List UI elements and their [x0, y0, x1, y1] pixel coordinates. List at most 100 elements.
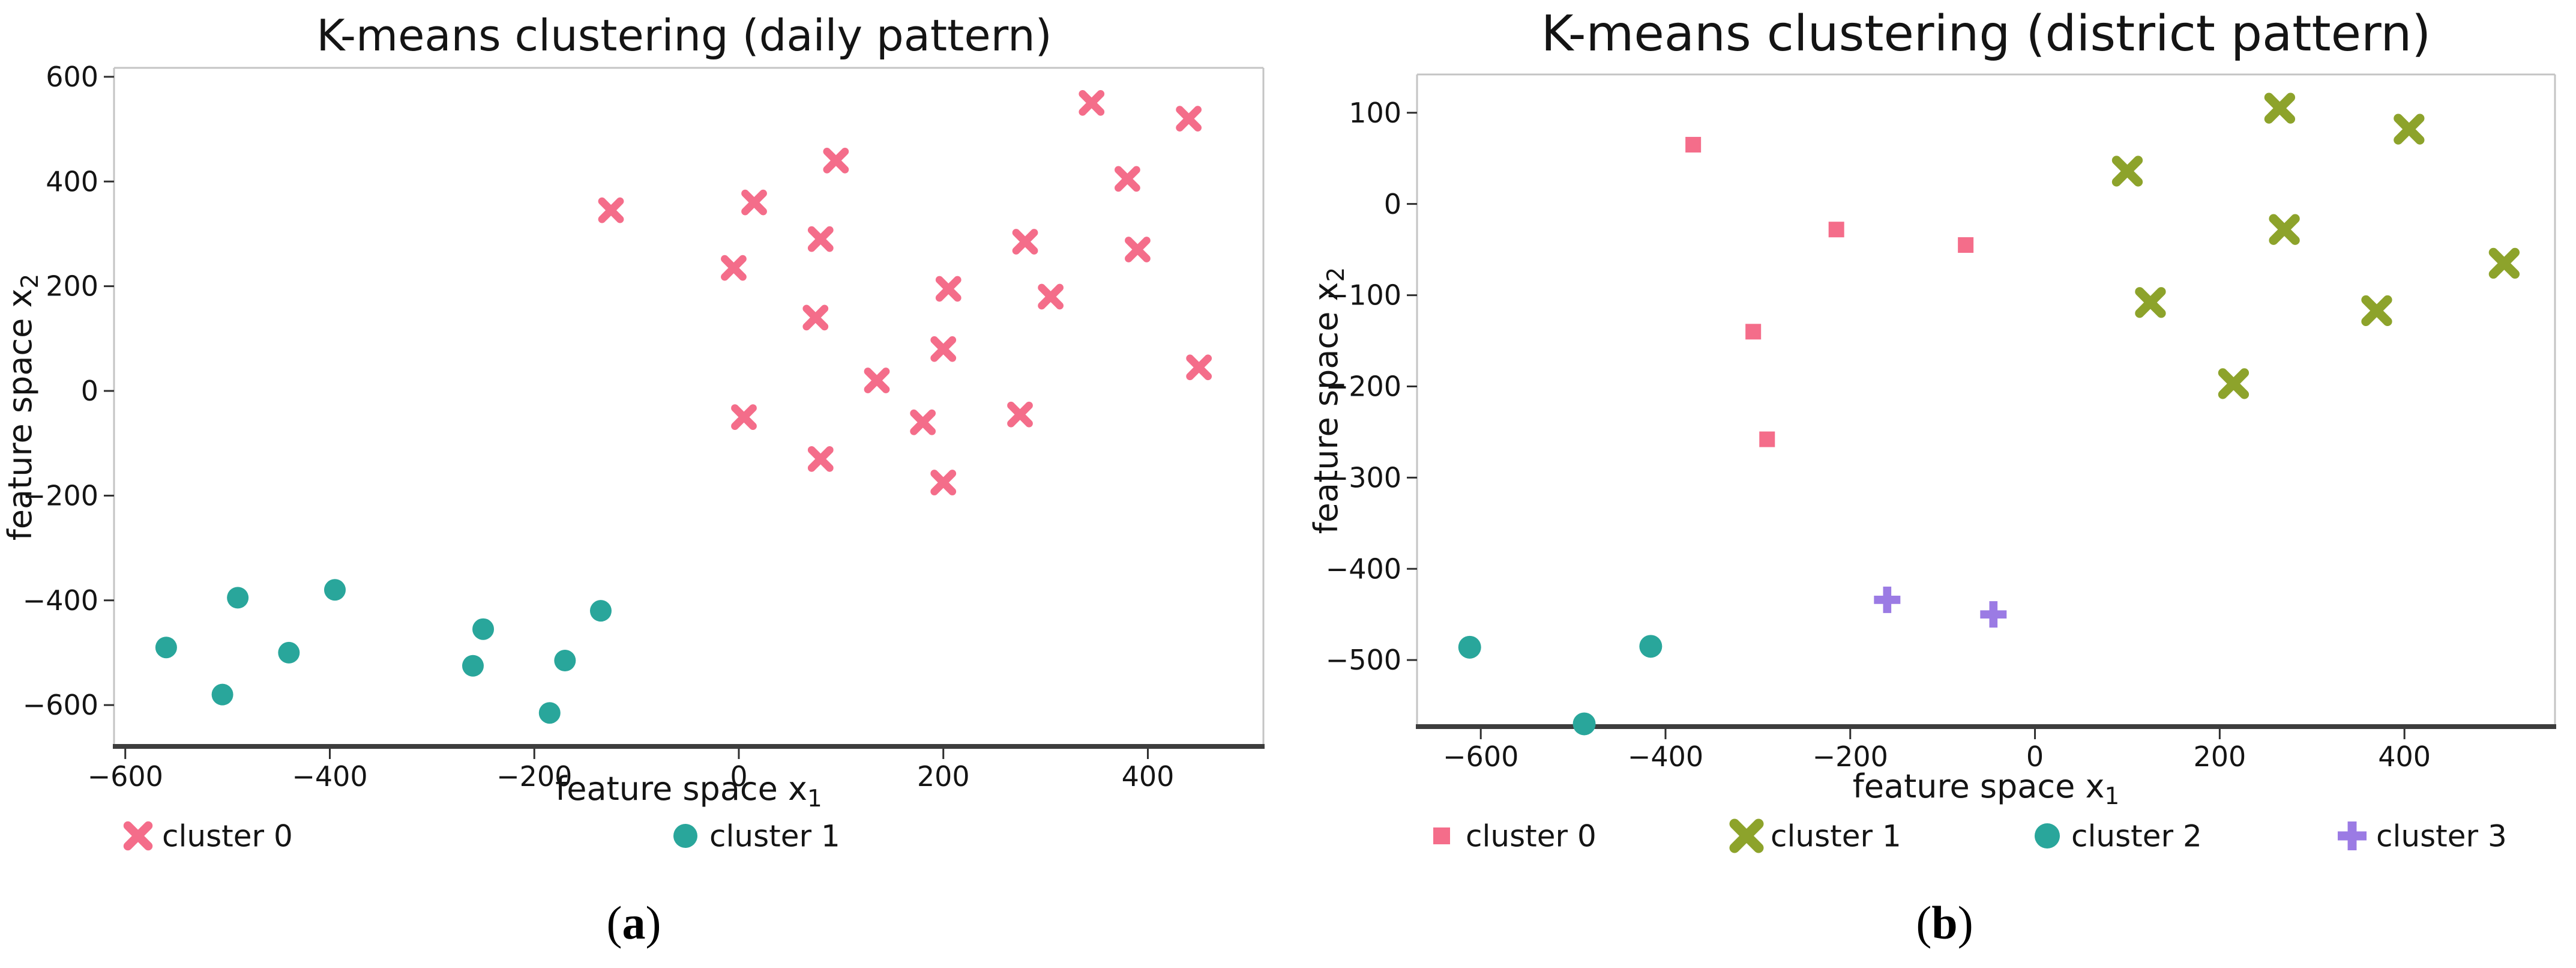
data-point-marker — [2111, 156, 2143, 187]
x-tick-label: 400 — [2378, 740, 2431, 773]
data-point-marker — [1874, 586, 1901, 613]
series-cluster-1 — [2111, 92, 2520, 399]
y-axis-label: feature space x2 — [1, 274, 44, 540]
figure-b-chart: −600 −400 −200 0 200 400 100 0 −100 −200 −300 −400 −… — [1307, 5, 2556, 854]
data-point-marker — [324, 579, 346, 601]
data-point-marker — [1980, 601, 2007, 628]
data-point-marker — [731, 404, 757, 430]
y-tick-label: 100 — [1349, 97, 1401, 129]
data-point-marker — [227, 587, 249, 609]
y-tick-label: −500 — [1326, 644, 1401, 676]
chart-title: K-means clustering (district pattern) — [1541, 5, 2431, 62]
y-tick-label: 400 — [46, 165, 98, 198]
data-point-marker — [930, 470, 957, 495]
data-point-marker — [721, 255, 747, 281]
y-tick-label: −200 — [23, 479, 98, 512]
data-point-marker — [1745, 324, 1762, 340]
x-axis-label: feature space x1 — [555, 770, 822, 812]
data-point-marker — [598, 197, 624, 223]
data-point-marker — [802, 304, 829, 331]
data-point-marker — [155, 637, 177, 659]
caption-paren: ( — [606, 897, 622, 949]
data-point-marker — [935, 276, 961, 302]
legend-item: cluster 3 — [2338, 819, 2507, 854]
y-tick-label: −100 — [1326, 279, 1401, 312]
data-point-marker — [823, 147, 849, 174]
legend-item: cluster 0 — [1433, 819, 1596, 854]
legend-label: cluster 2 — [2071, 819, 2202, 854]
data-point-marker — [807, 226, 834, 252]
x-tick-label: 0 — [730, 760, 747, 793]
data-point-marker — [2218, 368, 2249, 399]
x-tick-label: 200 — [2193, 740, 2246, 773]
plot-area — [1417, 74, 2555, 727]
caption-letter: b — [1931, 897, 1958, 949]
legend-label: cluster 0 — [162, 819, 293, 854]
caption-paren: ) — [1957, 897, 1973, 949]
data-point-marker — [211, 683, 233, 706]
data-point-marker — [554, 650, 576, 672]
legend-x-marker — [1729, 818, 1764, 853]
data-point-marker — [741, 189, 767, 216]
plot-area — [114, 68, 1263, 746]
caption-paren: ( — [1916, 897, 1932, 949]
y-axis-label: feature space x2 — [1307, 267, 1350, 534]
legend-circle-marker — [673, 824, 697, 848]
legend-item: cluster 1 — [673, 819, 840, 854]
data-point-marker — [1759, 431, 1775, 447]
legend-item: cluster 0 — [123, 819, 293, 854]
y-tick-label: 200 — [46, 270, 98, 303]
x-tick-label: −600 — [88, 760, 163, 793]
series-cluster-1 — [155, 579, 612, 724]
legend-label: cluster 3 — [2376, 819, 2507, 854]
data-point-marker — [538, 702, 561, 724]
data-point-marker — [1007, 401, 1033, 428]
figure-b-caption: (b) — [1916, 896, 1973, 950]
data-point-marker — [1828, 222, 1844, 238]
data-point-marker — [2269, 214, 2300, 245]
legend-item: cluster 2 — [2035, 819, 2202, 854]
legend-plus-marker — [2338, 821, 2367, 850]
data-point-marker — [1572, 712, 1596, 736]
data-point-marker — [1458, 635, 1481, 659]
x-tick-label: 0 — [2026, 740, 2044, 773]
data-point-marker — [930, 336, 957, 362]
data-point-marker — [1115, 166, 1140, 192]
legend-label: cluster 0 — [1466, 819, 1596, 854]
x-tick-label: −200 — [1813, 740, 1888, 773]
x-tick-label: −600 — [1443, 740, 1518, 773]
data-point-marker — [2488, 247, 2520, 279]
data-point-marker — [278, 641, 300, 664]
series-cluster-3 — [1874, 586, 2007, 628]
legend-item: cluster 1 — [1729, 818, 1901, 854]
y-tick-label: −400 — [23, 584, 98, 617]
x-axis-label: feature space x1 — [1853, 767, 2119, 810]
data-point-marker — [1639, 635, 1663, 658]
data-point-marker — [864, 368, 890, 393]
caption-paren: ) — [645, 897, 661, 949]
data-point-marker — [1012, 229, 1038, 255]
chart-title: K-means clustering (daily pattern) — [316, 10, 1052, 61]
x-tick-label: −200 — [496, 760, 572, 793]
data-point-marker — [1685, 136, 1702, 153]
y-tick-label: 0 — [1384, 188, 1401, 220]
caption-letter: a — [622, 897, 646, 949]
data-point-marker — [1176, 106, 1202, 132]
x-tick-label: 200 — [917, 760, 970, 793]
data-point-marker — [462, 655, 484, 677]
x-tick-label: 400 — [1122, 760, 1175, 793]
x-tick-label: −400 — [292, 760, 367, 793]
data-point-marker — [1125, 237, 1151, 262]
data-point-marker — [1038, 283, 1064, 310]
series-cluster-0 — [598, 90, 1212, 495]
y-tick-label: −600 — [23, 689, 98, 721]
data-point-marker — [2264, 92, 2296, 124]
data-point-marker — [910, 409, 936, 435]
y-tick-label: 600 — [46, 61, 98, 93]
data-point-marker — [2361, 295, 2392, 327]
figure-a-caption: (a) — [607, 896, 661, 950]
x-tick-label: −400 — [1628, 740, 1703, 773]
data-point-marker — [2394, 113, 2425, 145]
data-point-marker — [472, 618, 495, 640]
figure-a-chart: −600 −400 −200 0 200 400 600 400 200 0 −200 −400 −60… — [1, 10, 1265, 854]
